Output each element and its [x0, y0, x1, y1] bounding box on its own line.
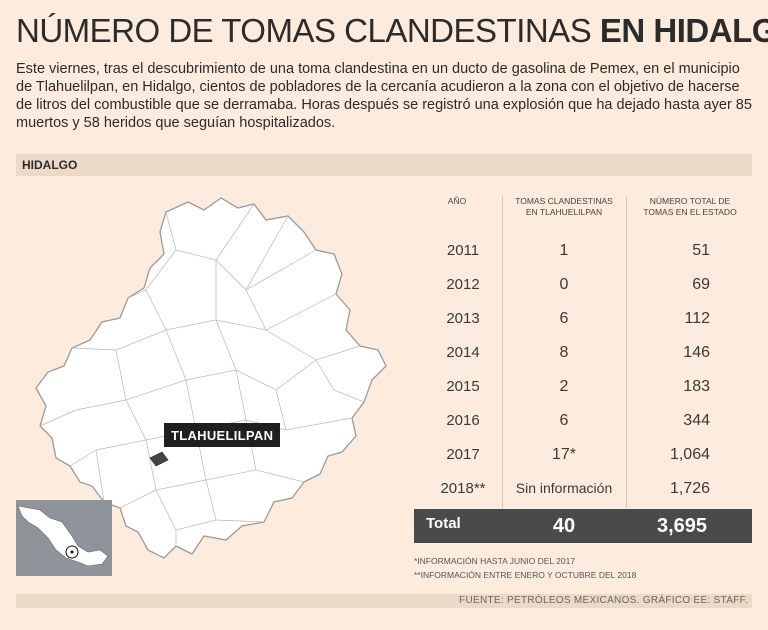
cell-state: 1,726 [669, 480, 710, 497]
total-row: Total 40 3,695 [414, 509, 752, 543]
col-header-local-line2: EN TLAHUELILPAN [525, 207, 603, 217]
table-row: 2012 0 69 [414, 276, 752, 310]
cell-local: 17* [551, 446, 577, 463]
cell-local: 0 [559, 276, 569, 293]
table-row: 2017 17* 1,064 [414, 446, 752, 480]
cell-local: 2 [559, 378, 569, 395]
title-light: NÚMERO DE TOMAS CLANDESTINAS [16, 12, 592, 49]
col-header-state: NÚMERO TOTAL DE TOMAS EN EL ESTADO [634, 196, 746, 218]
table-row: 2011 1 51 [414, 242, 752, 276]
col-header-local: TOMAS CLANDESTINAS EN TLAHUELILPAN [510, 196, 618, 218]
cell-year: 2017 [446, 446, 480, 463]
lede-paragraph: Este viernes, tras el descubrimiento de … [16, 61, 752, 131]
cell-year: 2011 [446, 242, 480, 259]
cell-state: 344 [683, 412, 710, 429]
footnote: **INFORMACIÓN ENTRE ENERO Y OCTUBRE DEL … [414, 570, 637, 580]
cell-local: 8 [559, 344, 569, 361]
section-label: HIDALGO [22, 158, 78, 172]
cell-state: 51 [692, 242, 710, 259]
total-state: 3,695 [656, 515, 708, 537]
col-header-year: AÑO [432, 196, 482, 207]
hidalgo-state-outline [35, 197, 387, 559]
column-divider [626, 196, 627, 508]
table-row: 2016 6 344 [414, 412, 752, 446]
cell-state: 69 [692, 276, 710, 293]
source-credit: FUENTE: PETRÓLEOS MEXICANOS. GRÁFICO EE:… [459, 595, 748, 606]
col-header-year-line: AÑO [447, 196, 467, 206]
table-row: 2013 6 112 [414, 310, 752, 344]
total-local: 40 [552, 515, 576, 537]
cell-state: 146 [683, 344, 710, 361]
tlahuelilpan-highlight [149, 451, 169, 467]
total-label: Total [426, 515, 461, 532]
cell-state: 1,064 [669, 446, 710, 463]
cell-year: 2016 [446, 412, 480, 429]
col-header-state-line2: TOMAS EN EL ESTADO [643, 207, 737, 217]
footnote: *INFORMACIÓN HASTA JUNIO DEL 2017 [414, 556, 576, 566]
mexico-outline [17, 505, 109, 567]
table-row: 2018** Sin información 1,726 [414, 480, 752, 514]
col-header-local-line1: TOMAS CLANDESTINAS [515, 196, 613, 206]
data-table: AÑO TOMAS CLANDESTINAS EN TLAHUELILPAN N… [414, 196, 752, 508]
cell-year: 2015 [446, 378, 480, 395]
title-bold: EN HIDALGO [599, 12, 768, 49]
cell-year: 2013 [446, 310, 480, 327]
page-title: NÚMERO DE TOMAS CLANDESTINAS EN HIDALGO [16, 12, 768, 50]
cell-year: 2018** [440, 480, 486, 497]
cell-state: 183 [683, 378, 710, 395]
cell-state: 112 [684, 310, 710, 327]
column-divider [502, 196, 503, 508]
table-row: 2015 2 183 [414, 378, 752, 412]
hidalgo-map [35, 197, 387, 559]
cell-local: 6 [559, 412, 569, 429]
cell-local: 1 [559, 242, 569, 259]
cell-local: Sin información [515, 480, 613, 496]
cell-year: 2014 [446, 344, 480, 361]
hidalgo-locator-dot [70, 550, 74, 554]
table-row: 2014 8 146 [414, 344, 752, 378]
col-header-state-line1: NÚMERO TOTAL DE [649, 196, 731, 206]
footer-bar [16, 594, 752, 608]
section-bar: HIDALGO [16, 154, 752, 176]
mexico-inset-map [16, 500, 112, 576]
tlahuelilpan-callout: TLAHUELILPAN [164, 423, 281, 447]
cell-year: 2012 [446, 276, 480, 293]
cell-local: 6 [559, 310, 569, 327]
hidalgo-locator-circle [65, 545, 79, 559]
